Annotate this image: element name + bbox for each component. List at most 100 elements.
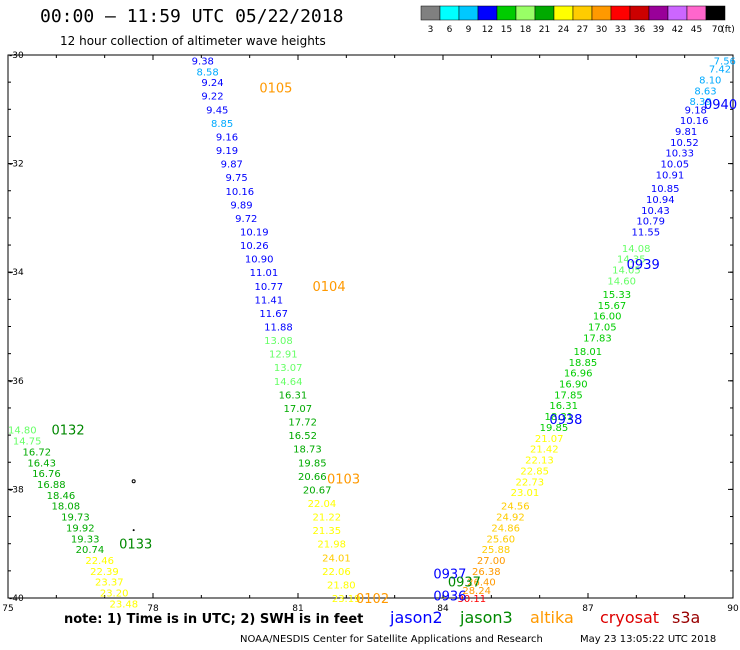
scale-tick: 3 <box>428 25 434 35</box>
legend-s3a: s3a <box>672 608 701 627</box>
wave-height-label: 21.98 <box>317 540 346 551</box>
wave-height-label: 23.20 <box>100 589 129 600</box>
point-marker <box>132 529 135 532</box>
wave-height-label: 9.75 <box>226 173 248 184</box>
wave-height-label: 8.63 <box>694 86 716 97</box>
scale-tick: 45 <box>691 25 702 35</box>
wave-height-label: 9.38 <box>192 56 214 67</box>
wave-height-label: 18.73 <box>293 445 322 456</box>
wave-height-label: 30.11 <box>458 594 487 605</box>
time-label: 0939 <box>627 258 660 273</box>
wave-height-label: 16.72 <box>23 447 52 458</box>
wave-height-label: 14.05 <box>612 265 641 276</box>
scale-tick: 70 <box>712 25 724 35</box>
wave-height-label: 19.92 <box>66 523 95 534</box>
wave-height-label: 21.80 <box>327 580 356 591</box>
wave-height-label: 14.60 <box>607 276 636 287</box>
wave-height-label: 28.24 <box>462 586 491 597</box>
wave-height-label: 21.42 <box>530 445 559 456</box>
time-label: 0105 <box>259 82 292 97</box>
wave-height-label: 8.58 <box>197 67 219 78</box>
wave-height-label: 14.35 <box>617 255 646 266</box>
legend-jason3: jason3 <box>460 608 513 627</box>
chart-subtitle: 12 hour collection of altimeter wave hei… <box>60 34 326 48</box>
wave-height-label: 7.42 <box>709 65 731 76</box>
wave-height-label: 18.46 <box>47 491 76 502</box>
wave-height-label: 25.60 <box>487 534 516 545</box>
scale-tick: 30 <box>596 25 608 35</box>
wave-height-label: 10.19 <box>240 227 269 238</box>
footer-date: May 23 13:05:22 UTC 2018 <box>580 634 717 645</box>
wave-height-label: 7.56 <box>714 56 736 67</box>
wave-height-label: 17.05 <box>588 323 617 334</box>
chart-note: note: 1) Time is in UTC; 2) SWH is in fe… <box>64 612 364 627</box>
wave-height-label: 11.41 <box>255 295 284 306</box>
wave-height-label: 8.39 <box>690 97 712 108</box>
wave-height-label: 14.64 <box>274 377 303 388</box>
time-label: 0937 <box>433 568 466 583</box>
wave-height-label: 9.24 <box>201 78 223 89</box>
wave-height-label: 14.75 <box>13 437 42 448</box>
wave-height-label: 9.18 <box>685 105 707 116</box>
wave-height-label: 9.72 <box>235 214 257 225</box>
wave-height-label: 22.13 <box>525 456 554 467</box>
wave-height-label: 11.88 <box>264 323 293 334</box>
wave-height-label: 15.67 <box>598 301 627 312</box>
y-tick-label: -36 <box>9 377 24 387</box>
y-tick-label: -40 <box>9 594 24 604</box>
scale-tick: 6 <box>447 25 453 35</box>
color-scale-legend: 3 6 9 12 15 18 21 24 27 30 33 36 39 42 45 70(ft) <box>420 5 735 35</box>
wave-height-label: 22.46 <box>85 556 114 567</box>
wave-height-label: 16.90 <box>559 380 588 391</box>
wave-height-label: 9.89 <box>230 200 252 211</box>
wave-height-label: 20.74 <box>76 545 105 556</box>
wave-height-label: 23.48 <box>110 599 139 610</box>
time-label: 0103 <box>327 473 360 488</box>
wave-height-label: 10.33 <box>665 149 694 160</box>
scale-tick: 12 <box>482 25 493 35</box>
wave-height-label: 8.85 <box>211 119 233 130</box>
wave-height-label: 16.00 <box>593 312 622 323</box>
wave-height-label: 10.79 <box>636 217 665 228</box>
wave-height-label: 25.88 <box>482 545 511 556</box>
time-label: 0940 <box>704 98 737 113</box>
wave-height-label: 13.07 <box>274 363 303 374</box>
time-label: 0937 <box>448 576 481 591</box>
chart-title: 00:00 – 11:59 UTC 05/22/2018 <box>40 6 344 27</box>
wave-height-label: 10.16 <box>680 116 709 127</box>
wave-height-label: 10.85 <box>651 184 680 195</box>
wave-height-label: 14.08 <box>622 244 651 255</box>
x-tick-label: 78 <box>147 604 159 614</box>
y-tick-label: -32 <box>9 160 24 170</box>
wave-height-label: 21.35 <box>313 526 342 537</box>
wave-height-label: 27.00 <box>477 556 506 567</box>
time-label: 0936 <box>433 589 466 604</box>
wave-height-label: 10.43 <box>641 206 670 217</box>
wave-height-label: 19.73 <box>61 513 90 524</box>
wave-height-label: 19.33 <box>71 534 100 545</box>
wave-height-label: 9.81 <box>675 127 697 138</box>
wave-height-label: 19.85 <box>298 458 327 469</box>
x-tick-label: 81 <box>292 604 303 614</box>
scale-tick: 42 <box>672 25 683 35</box>
wave-height-label: 10.90 <box>245 255 274 266</box>
scale-unit: (ft) <box>721 25 735 35</box>
time-label: 0938 <box>549 413 582 428</box>
wave-height-label: 13.08 <box>264 336 293 347</box>
x-tick-label: 84 <box>437 604 449 614</box>
wave-height-label: 26.38 <box>472 567 501 578</box>
y-tick-label: -30 <box>9 51 24 61</box>
wave-height-label: 22.04 <box>308 499 337 510</box>
wave-height-label: 10.94 <box>646 195 675 206</box>
scale-tick: 21 <box>539 25 550 35</box>
wave-height-label: 10.77 <box>255 282 284 293</box>
wave-height-label: 11.67 <box>259 309 288 320</box>
scale-tick: 9 <box>466 25 472 35</box>
plot-frame <box>7 54 734 599</box>
wave-height-label: 24.56 <box>501 502 530 513</box>
scale-tick: 39 <box>653 25 665 35</box>
wave-height-label: 18.08 <box>52 502 81 513</box>
wave-height-label: 23.01 <box>511 488 540 499</box>
wave-height-label: 23.37 <box>95 578 124 589</box>
